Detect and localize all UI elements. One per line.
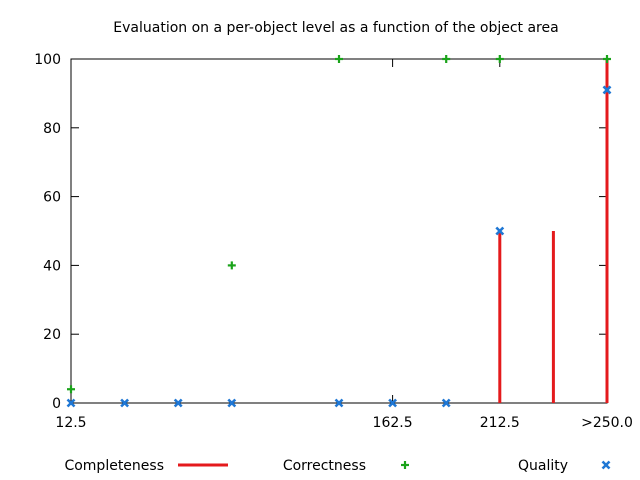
quality-point-b xyxy=(602,85,612,95)
legend-swatch-quality-b xyxy=(601,460,611,470)
series-layer xyxy=(66,55,612,408)
quality-point xyxy=(495,226,505,236)
legend-label-completeness: Completeness xyxy=(64,458,164,474)
y-tick-label: 60 xyxy=(43,190,61,206)
correctness-point xyxy=(442,55,451,63)
plot-frame xyxy=(70,58,608,404)
y-tick-label: 40 xyxy=(43,258,61,274)
quality-point xyxy=(120,398,130,408)
x-axis: 12.5 162.5 212.5 >250.0 xyxy=(55,59,633,431)
x-tick-label: 212.5 xyxy=(480,415,520,431)
x-tick-label: 162.5 xyxy=(373,415,413,431)
x-tick-label: >250.0 xyxy=(581,415,633,431)
quality-point-b xyxy=(334,398,344,408)
y-axis: 0 20 40 60 80 100 xyxy=(34,52,607,412)
quality-point xyxy=(334,398,344,408)
quality-point xyxy=(227,398,237,408)
quality-point xyxy=(66,398,76,408)
quality-point xyxy=(441,398,451,408)
series-completeness xyxy=(498,59,609,403)
y-tick-label: 0 xyxy=(52,396,61,412)
x-tick-label: 12.5 xyxy=(55,415,86,431)
y-tick-label: 20 xyxy=(43,327,61,343)
quality-point-b xyxy=(66,398,76,408)
y-tick-label: 80 xyxy=(43,121,61,137)
quality-point xyxy=(602,85,612,95)
quality-point-b xyxy=(388,398,398,408)
quality-point-b xyxy=(173,398,183,408)
quality-point xyxy=(173,398,183,408)
legend: Completeness Correctness Quality xyxy=(64,458,611,474)
legend-label-correctness: Correctness xyxy=(283,458,366,474)
correctness-point xyxy=(603,55,611,63)
quality-point-b xyxy=(441,398,451,408)
quality-point xyxy=(388,398,398,408)
correctness-point xyxy=(227,261,236,270)
y-tick-label: 100 xyxy=(34,52,61,68)
correctness-point xyxy=(495,55,504,63)
correctness-point xyxy=(335,55,343,63)
quality-point-b xyxy=(227,398,237,408)
quality-point-b xyxy=(495,226,505,236)
legend-swatch-correctness xyxy=(401,461,409,469)
series-correctness xyxy=(67,55,611,394)
legend-swatch-quality xyxy=(601,460,611,470)
chart-title: Evaluation on a per-object level as a fu… xyxy=(113,20,558,36)
legend-label-quality: Quality xyxy=(518,458,568,474)
correctness-point xyxy=(67,385,75,394)
series-quality xyxy=(66,85,612,408)
quality-point-b xyxy=(120,398,130,408)
